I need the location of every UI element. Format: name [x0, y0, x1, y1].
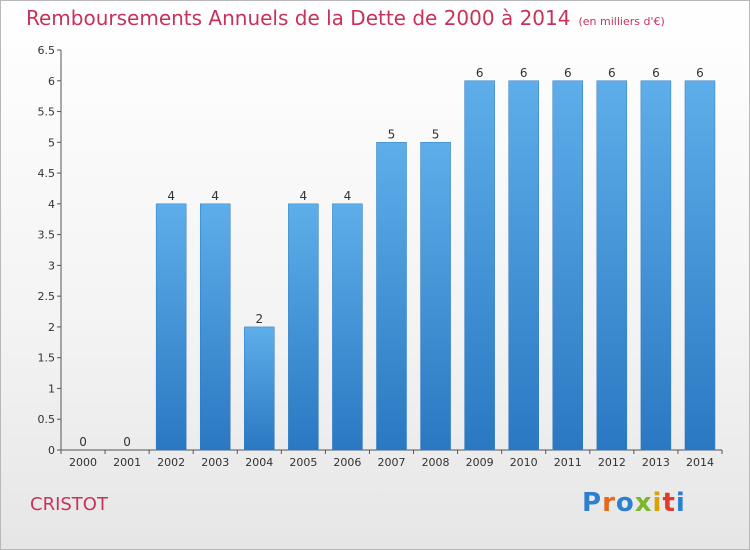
- logo-letter: o: [615, 488, 635, 518]
- x-tick-label-2004: 2004: [245, 456, 273, 469]
- chart-title-text: Remboursements Annuels de la Dette de 20…: [26, 6, 571, 30]
- bars: [155, 80, 716, 451]
- y-tick-label: 3.5: [38, 229, 56, 242]
- bar-2010: [508, 80, 539, 451]
- y-tick-label: 4: [48, 198, 55, 211]
- bar-2005: [288, 203, 319, 451]
- chart-unit: (en milliers d'€): [578, 15, 665, 28]
- logo-letter: i: [675, 488, 686, 518]
- logo-letter: r: [602, 488, 616, 518]
- x-tick-label-2000: 2000: [69, 456, 97, 469]
- x-tick-label-2014: 2014: [686, 456, 714, 469]
- data-label-2002: 4: [167, 189, 175, 203]
- bar-2003: [199, 203, 231, 451]
- x-tick-label-2009: 2009: [466, 456, 494, 469]
- data-label-2010: 6: [520, 66, 528, 80]
- bar-2008: [420, 142, 451, 451]
- logo-letter: i: [652, 488, 663, 518]
- x-tick-label-2007: 2007: [378, 456, 406, 469]
- x-tick-label-2005: 2005: [289, 456, 317, 469]
- data-label-2009: 6: [476, 66, 484, 80]
- x-tick-label-2012: 2012: [598, 456, 626, 469]
- x-tick-label-2001: 2001: [113, 456, 141, 469]
- y-tick-label: 6: [48, 75, 55, 88]
- data-label-2000: 0: [79, 435, 87, 449]
- y-tick-label: 0: [48, 444, 55, 457]
- bar-2004: [244, 326, 275, 451]
- y-tick-label: 1.5: [38, 352, 56, 365]
- commune-name: CRISTOT: [30, 494, 108, 515]
- chart-title: Remboursements Annuels de la Dette de 20…: [26, 6, 665, 30]
- y-tick-label: 2.5: [38, 290, 56, 303]
- x-tick-label-2013: 2013: [642, 456, 670, 469]
- x-tick-label-2011: 2011: [554, 456, 582, 469]
- bar-2013: [640, 80, 672, 451]
- data-label-2014: 6: [696, 66, 704, 80]
- x-tick-label-2006: 2006: [333, 456, 361, 469]
- y-tick-label: 6.5: [38, 44, 56, 57]
- logo-letter: t: [662, 488, 676, 518]
- logo-letter: P: [582, 488, 603, 518]
- y-tick-label: 4.5: [38, 167, 56, 180]
- bar-2006: [332, 203, 363, 451]
- bar-2009: [464, 80, 495, 451]
- data-label-2005: 4: [300, 189, 308, 203]
- y-tick-label: 1: [48, 382, 55, 395]
- bar-2012: [596, 80, 628, 451]
- data-label-2013: 6: [652, 66, 660, 80]
- x-tick-label-2003: 2003: [201, 456, 229, 469]
- data-label-2008: 5: [432, 127, 440, 141]
- x-tick-label-2002: 2002: [157, 456, 185, 469]
- data-label-2012: 6: [608, 66, 616, 80]
- data-label-2004: 2: [255, 312, 263, 326]
- y-tick-label: 2: [48, 321, 55, 334]
- x-tick-label-2008: 2008: [422, 456, 450, 469]
- y-tick-label: 5.5: [38, 106, 56, 119]
- x-tick-label-2010: 2010: [510, 456, 538, 469]
- proxiti-logo: Proxiti: [582, 488, 686, 518]
- bar-2002: [155, 203, 187, 451]
- logo-letter: x: [634, 488, 653, 518]
- bar-2007: [376, 142, 407, 451]
- data-label-2007: 5: [388, 127, 396, 141]
- y-tick-label: 3: [48, 259, 55, 272]
- bar-2014: [684, 80, 716, 451]
- data-label-2003: 4: [211, 189, 219, 203]
- data-label-2006: 4: [344, 189, 352, 203]
- data-label-2011: 6: [564, 66, 572, 80]
- data-label-2001: 0: [123, 435, 131, 449]
- y-tick-label: 0.5: [38, 413, 56, 426]
- bar-2011: [552, 80, 584, 451]
- labels: 0 2000 0 2001 4 2002 4 2003 2 2004 4 2005 4 2006 5 2007…: [69, 66, 714, 469]
- y-tick-label: 5: [48, 136, 55, 149]
